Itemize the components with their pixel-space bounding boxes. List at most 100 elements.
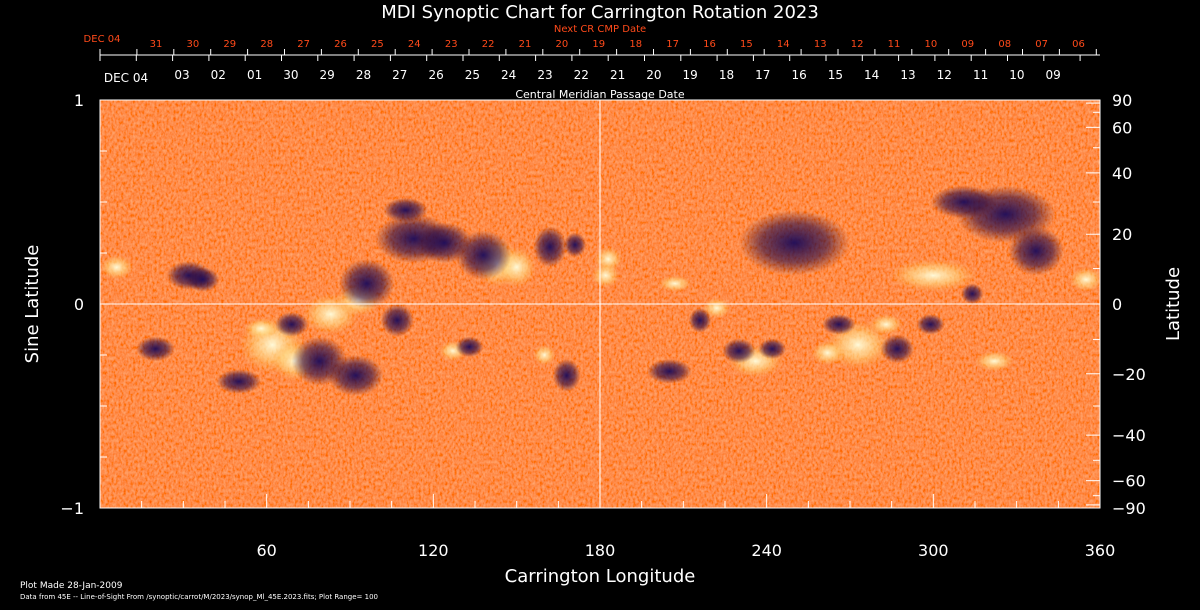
x-tick-label: 240 <box>751 541 782 560</box>
negative-polarity-patch <box>563 232 587 258</box>
x-axis-label: Carrington Longitude <box>505 566 696 587</box>
cmp-date-ticks: 03 02 01 30 29 28 27 26 25 24 23 22 21 20 19 18 17 16 15 14… <box>99 55 1081 82</box>
next-cr-date-label: 11 <box>888 39 901 50</box>
next-cr-date-label: 25 <box>371 39 384 50</box>
cmp-date-label: 24 <box>501 68 516 82</box>
negative-polarity-patch <box>275 312 309 337</box>
cmp-date-label: 28 <box>356 68 371 82</box>
negative-polarity-patch <box>455 230 512 280</box>
y2-tick-label: 40 <box>1112 164 1132 183</box>
positive-polarity-patch <box>869 314 903 335</box>
positive-polarity-patch <box>591 263 620 288</box>
next-cr-date-label: 16 <box>703 39 716 50</box>
active-regions <box>100 185 1100 396</box>
next-cr-date-ticks: 31 30 29 28 27 26 25 24 23 22 21 20 19 18 17 16 15 14 13 12… <box>99 39 1097 55</box>
y2-tick-label: −20 <box>1112 365 1146 384</box>
cmp-date-label: 02 <box>211 68 226 82</box>
next-cr-date-label: 27 <box>297 39 310 50</box>
cmp-date-label: 15 <box>828 68 843 82</box>
cmp-date-label: 30 <box>283 68 298 82</box>
cmp-date-label: 21 <box>610 68 625 82</box>
x-tick-label: 360 <box>1085 541 1116 560</box>
negative-polarity-patch <box>961 283 984 304</box>
next-cr-label: Next CR CMP Date <box>554 24 646 35</box>
negative-polarity-patch <box>930 185 998 219</box>
cmp-date-label: 10 <box>1009 68 1024 82</box>
negative-polarity-patch <box>327 355 384 396</box>
cmp-date-label: 13 <box>900 68 915 82</box>
positive-polarity-patch <box>1069 267 1100 292</box>
negative-polarity-patch <box>338 259 395 309</box>
next-cr-date-label: 15 <box>740 39 753 50</box>
y2-tick-label: 60 <box>1112 118 1132 137</box>
negative-polarity-patch <box>758 338 787 360</box>
positive-polarity-patch <box>975 350 1014 372</box>
cmp-date-label: 11 <box>973 68 988 82</box>
negative-polarity-patch <box>186 267 220 292</box>
x-tick-label: 180 <box>585 541 616 560</box>
cmp-date-label: 14 <box>864 68 879 82</box>
next-cr-date-label: 14 <box>777 39 790 50</box>
negative-polarity-patch <box>880 334 914 364</box>
positive-polarity-patch <box>533 344 556 366</box>
positive-polarity-patch <box>244 318 278 339</box>
negative-polarity-patch <box>647 359 692 384</box>
y-axis-right: 90 60 40 20 0 −20 −40 −60 −90 <box>1086 91 1146 518</box>
negative-polarity-patch <box>533 226 567 268</box>
cmp-date-label: 09 <box>1046 68 1061 82</box>
cmp-axis-label: Central Meridian Passage Date <box>515 88 684 101</box>
negative-polarity-patch <box>216 369 262 394</box>
next-cr-date-label: 12 <box>851 39 864 50</box>
next-cr-date-label: 22 <box>482 39 495 50</box>
cmp-date-label: 26 <box>428 68 443 82</box>
cmp-date-label: 19 <box>683 68 698 82</box>
x-tick-label: 120 <box>418 541 449 560</box>
cmp-date-label: 03 <box>174 68 189 82</box>
positive-polarity-patch <box>100 255 134 280</box>
next-cr-date-label: 17 <box>666 39 679 50</box>
cmp-date-label: 27 <box>392 68 407 82</box>
positive-polarity-patch <box>811 340 845 366</box>
next-cr-date-label: 13 <box>814 39 827 50</box>
next-cr-date-label: 06 <box>1072 39 1085 50</box>
y2-tick-label: 20 <box>1112 225 1132 244</box>
negative-polarity-patch <box>722 338 756 364</box>
cmp-date-label: 17 <box>755 68 770 82</box>
negative-polarity-patch <box>136 336 175 362</box>
next-cr-date-label: 28 <box>260 39 273 50</box>
cmp-date-label: 12 <box>937 68 952 82</box>
y-axis-label: Sine Latitude <box>22 245 43 364</box>
x-tick-label: 60 <box>256 541 276 560</box>
negative-polarity-patch <box>552 359 581 392</box>
positive-polarity-patch <box>888 259 978 292</box>
cmp-date-label: 25 <box>465 68 480 82</box>
y2-tick-label: 0 <box>1112 295 1122 314</box>
y-axis-left: 1 0 −1 <box>60 91 114 518</box>
cmp-date-label: 29 <box>320 68 335 82</box>
cmp-first-date: DEC 04 <box>104 71 148 85</box>
next-cr-date-label: 18 <box>629 39 642 50</box>
plot-made-text: Plot Made 28-Jan-2009 <box>20 581 123 591</box>
next-cr-date-label: 23 <box>445 39 458 50</box>
cmp-date-label: 20 <box>646 68 661 82</box>
x-tick-label: 300 <box>918 541 949 560</box>
next-cr-date-label: 19 <box>592 39 605 50</box>
next-cr-date-label: 20 <box>556 39 569 50</box>
y2-axis-label: Latitude <box>1163 267 1184 341</box>
next-cr-date-label: 30 <box>187 39 200 50</box>
next-cr-date-label: 24 <box>408 39 421 50</box>
next-cr-date-label: 31 <box>150 39 163 50</box>
positive-polarity-patch <box>702 297 731 319</box>
data-source-text: Data from 45E -- Line-of-Sight From /syn… <box>20 593 378 601</box>
cmp-date-label: 23 <box>537 68 552 82</box>
cmp-date-label: 22 <box>574 68 589 82</box>
negative-polarity-patch <box>455 336 484 358</box>
next-cr-date-label: 09 <box>961 39 974 50</box>
negative-polarity-patch <box>822 314 856 335</box>
y2-tick-label: −40 <box>1112 426 1146 445</box>
next-cr-date-label: 21 <box>519 39 532 50</box>
y-tick-label: 1 <box>74 91 84 110</box>
y-tick-label: −1 <box>60 499 84 518</box>
negative-polarity-patch <box>738 210 850 276</box>
